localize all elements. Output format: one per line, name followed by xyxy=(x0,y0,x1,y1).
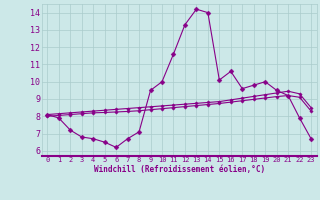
X-axis label: Windchill (Refroidissement éolien,°C): Windchill (Refroidissement éolien,°C) xyxy=(94,165,265,174)
